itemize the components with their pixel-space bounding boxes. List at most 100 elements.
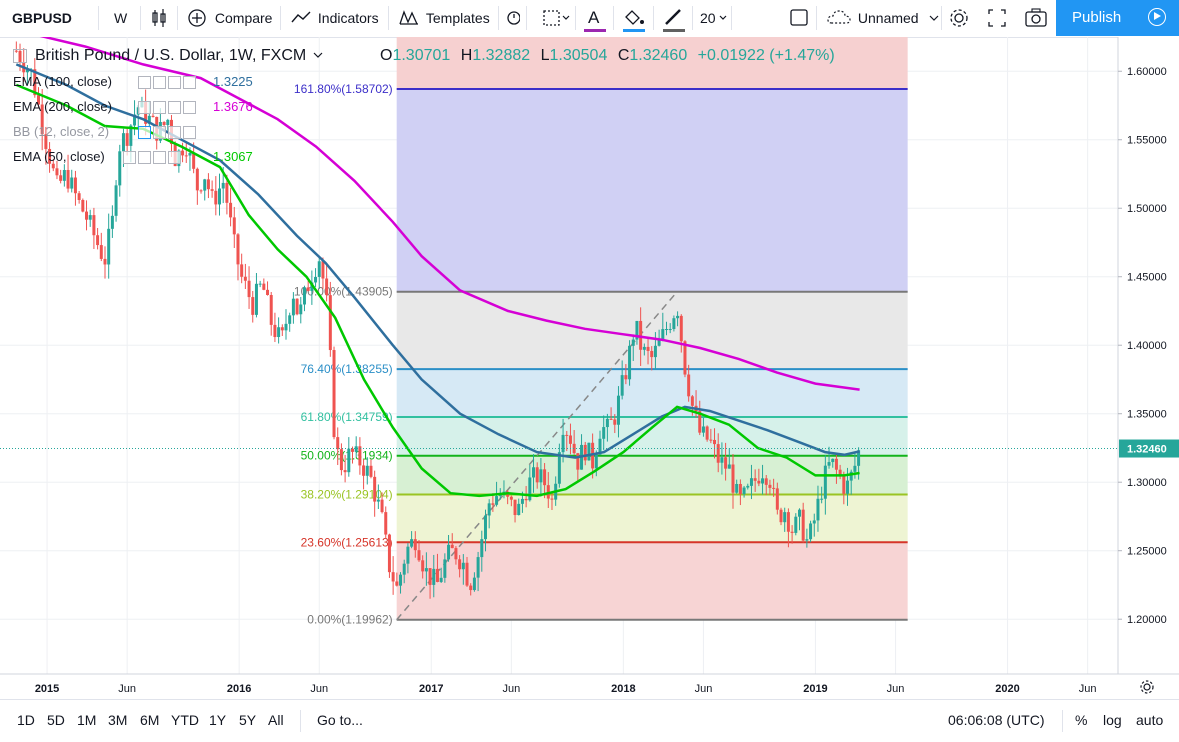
fullscreen-toggle[interactable] [789, 0, 809, 36]
legend-bb[interactable]: BB (12, close, 2) [13, 124, 196, 140]
symbol-search[interactable]: GBPUSD [12, 10, 72, 26]
candle-body [288, 315, 292, 324]
settings-button[interactable] [948, 0, 970, 36]
candle-body [532, 467, 536, 478]
candle-body [705, 426, 709, 440]
candle-body [395, 581, 399, 586]
candle-body [321, 261, 325, 279]
more-icon[interactable] [168, 76, 181, 90]
ema100-value: 1.3225 [213, 74, 253, 89]
eye-off-icon[interactable] [138, 126, 151, 140]
utc-clock[interactable]: 06:06:08 (UTC) [948, 712, 1045, 728]
price-chart[interactable]: 161.80%(1.58702) 100.00%(1.43905) 76.40%(1… [0, 37, 1179, 699]
candle-body [273, 324, 277, 338]
range-3m[interactable]: 3M [108, 712, 128, 728]
candle-body [48, 148, 52, 164]
candle-body [450, 544, 454, 549]
candle-body [362, 465, 366, 476]
gear-icon[interactable] [138, 151, 151, 165]
candle-body [809, 523, 813, 540]
templates-button[interactable]: Templates [398, 0, 490, 36]
more-icon[interactable] [168, 126, 181, 140]
legend-ema200[interactable]: EMA (200, close) 1.3676 [13, 99, 253, 115]
line-style-button[interactable] [542, 0, 572, 36]
toolbar-divider [140, 6, 141, 30]
close-icon[interactable] [183, 101, 196, 115]
toolbar-divider [498, 6, 499, 30]
legend-ema50[interactable]: EMA (50, close) 1.3067 [13, 149, 253, 165]
line-style-icon [543, 10, 570, 26]
range-5d[interactable]: 5D [47, 712, 65, 728]
gear-icon[interactable] [153, 101, 166, 115]
fibonacci-extension[interactable]: 161.80%(1.58702) 100.00%(1.43905) 76.40%(1… [294, 37, 908, 627]
eye-icon[interactable] [138, 101, 151, 115]
candle-body [605, 418, 609, 428]
range-6m[interactable]: 6M [140, 712, 160, 728]
candle-body [133, 114, 137, 126]
candle-body [476, 557, 480, 578]
candle-body [299, 304, 303, 315]
indicator-line [15, 63, 860, 459]
candle-body [727, 464, 731, 469]
indicators-button[interactable]: Indicators [290, 0, 379, 36]
close-icon[interactable] [183, 76, 196, 90]
candle-body [568, 435, 572, 444]
fib-band [396, 89, 908, 292]
eye-icon[interactable] [123, 151, 136, 165]
candle-body [328, 295, 332, 351]
range-all[interactable]: All [268, 712, 284, 728]
series-title[interactable]: British Pound / U.S. Dollar, 1W, FXCM [13, 47, 324, 65]
candle-body [720, 457, 724, 463]
more-icon[interactable] [153, 151, 166, 165]
interval-button[interactable]: W [114, 10, 128, 26]
candle-body [779, 509, 783, 523]
publish-button[interactable]: Publish [1056, 0, 1179, 36]
range-1m[interactable]: 1M [77, 712, 97, 728]
fullscreen-button[interactable] [986, 0, 1008, 36]
candle-body [480, 539, 484, 558]
indicator-line [39, 37, 860, 391]
compare-button[interactable]: Compare [187, 0, 272, 36]
candle-body [254, 283, 258, 315]
range-1d[interactable]: 1D [17, 712, 35, 728]
text-color-button[interactable]: A [582, 0, 608, 36]
snapshot-button[interactable] [1024, 0, 1048, 36]
fill-color-button[interactable] [620, 0, 648, 36]
ema100-buttons[interactable] [138, 74, 198, 90]
percent-toggle[interactable]: % [1075, 712, 1088, 728]
more-icon[interactable] [168, 101, 181, 115]
chart-style-button[interactable] [150, 0, 170, 36]
eye-icon[interactable] [138, 76, 151, 90]
candle-body [823, 465, 827, 499]
auto-toggle[interactable]: auto [1136, 712, 1164, 728]
candle-body [520, 498, 524, 504]
gear-icon[interactable] [153, 76, 166, 90]
layout-menu[interactable]: Unnamed [826, 0, 940, 36]
range-5y[interactable]: 5Y [239, 712, 257, 728]
low-label: L [540, 47, 550, 64]
candle-body [535, 467, 539, 483]
indicator-line [15, 83, 860, 498]
close-icon[interactable] [168, 151, 181, 165]
candle-body [358, 446, 362, 466]
close-icon[interactable] [183, 126, 196, 140]
candle-body [51, 163, 55, 169]
ema50-buttons[interactable] [123, 149, 183, 165]
candle-body [768, 484, 772, 488]
candle-body [690, 396, 694, 406]
ema200-buttons[interactable] [138, 99, 198, 115]
gear-icon[interactable] [153, 126, 166, 140]
range-1y[interactable]: 1Y [209, 712, 227, 728]
log-toggle[interactable]: log [1103, 712, 1122, 728]
font-size-select[interactable]: 20 [700, 0, 727, 36]
candle-body [657, 339, 661, 346]
bb-buttons[interactable] [138, 124, 198, 140]
alert-button[interactable] [506, 0, 521, 36]
collapse-icon[interactable] [13, 48, 27, 63]
candle-body [528, 477, 532, 501]
line-color-button[interactable] [660, 0, 688, 36]
goto-button[interactable]: Go to... [317, 712, 363, 728]
legend-ema100[interactable]: EMA (100, close) 1.3225 [13, 74, 253, 90]
range-ytd[interactable]: YTD [171, 712, 199, 728]
candle-body [218, 188, 222, 205]
